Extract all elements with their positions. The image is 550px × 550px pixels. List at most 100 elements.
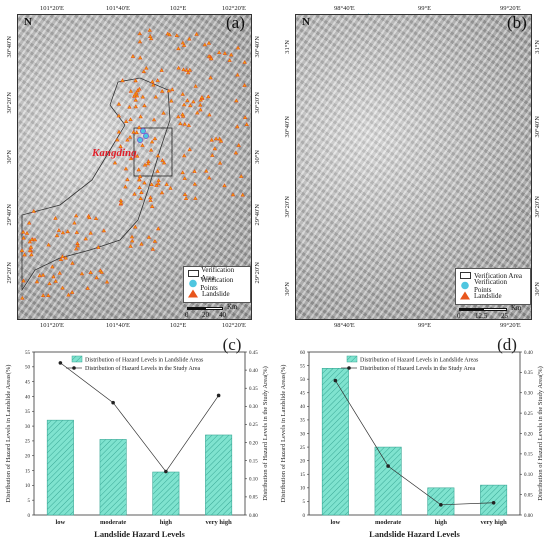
y-left-tick-label: 10 xyxy=(300,487,306,492)
y-left-tick-label: 50 xyxy=(300,378,306,383)
y-left-tick-label: 5 xyxy=(28,499,31,504)
plot-frame xyxy=(33,351,246,516)
left-tick-a-3: 29°40'N xyxy=(6,204,13,226)
y-left-axis-label: Distribution of Hazard Levels in Landsli… xyxy=(280,365,287,503)
legend-item-landslide-b: Landslide xyxy=(474,292,502,300)
right-tick-b-1: 30°40'N xyxy=(534,116,541,138)
bar-high xyxy=(152,471,180,516)
study-area-point xyxy=(333,378,338,383)
right-tick-a-3: 29°40'N xyxy=(254,204,261,226)
scale-unit-a: Km xyxy=(227,303,238,311)
scale-bar-a-graphic-white xyxy=(205,307,223,310)
legend-item-verification-points: Verification Points xyxy=(200,276,234,292)
scale-bar-b: Km 0 12.5 25 xyxy=(455,304,531,320)
scale-label-b-0: 0 xyxy=(457,312,461,320)
x-tick-label: high xyxy=(160,519,173,526)
y-right-tick-label: 0.15 xyxy=(524,453,533,458)
y-right-tick-label: 0.10 xyxy=(524,473,533,478)
bar-moderate xyxy=(374,446,402,516)
y-left-tick-label: 0 xyxy=(303,514,306,519)
north-arrow-a: N xyxy=(24,16,32,28)
y-left-tick-label: 35 xyxy=(300,419,306,424)
right-tick-a-4: 29°20'N xyxy=(254,262,261,284)
town-label-kangding: Kangding xyxy=(92,147,137,159)
bar-very-high xyxy=(480,484,508,516)
landslide-swatch xyxy=(188,289,202,300)
y-left-axis-label: Distribution of Hazard Levels in Landsli… xyxy=(5,365,12,503)
study-area-point xyxy=(164,469,168,474)
landslide-swatch-b xyxy=(460,291,474,302)
y-right-tick-label: 0.40 xyxy=(249,369,258,374)
y-left-tick-label: 45 xyxy=(300,392,306,397)
panel-label-b: (b) xyxy=(507,13,527,32)
y-right-tick-label: 0.30 xyxy=(524,392,533,397)
scale-label-a-1: 20 xyxy=(202,311,209,319)
chart-d: 0 5 10 15 20 25 30 35 40 45 50 55 60 0.00 0.05 0.10 0.15… xyxy=(280,335,544,539)
top-tick-b-0: 98°40'E xyxy=(334,5,355,12)
scale-label-a-0: 0 xyxy=(185,311,189,319)
y-right-tick-label: 0.40 xyxy=(524,351,533,356)
left-tick-b-2: 30°20'N xyxy=(284,196,291,218)
top-tick-a-0: 101°20'E xyxy=(40,5,64,12)
left-tick-a-1: 30°20'N xyxy=(6,92,13,114)
top-tick-a-1: 101°40'E xyxy=(106,5,130,12)
y-left-tick-label: 45 xyxy=(25,380,31,385)
bottom-tick-a-1: 101°40'E xyxy=(106,322,130,329)
top-tick-b-1: 99°E xyxy=(418,5,432,12)
study-area-point xyxy=(439,503,443,507)
y-left-tick-label: 20 xyxy=(300,459,306,464)
legend-line-label: Distribution of Hazard Levels in the Stu… xyxy=(85,365,200,372)
y-right-tick-label: 0.00 xyxy=(524,514,533,519)
scale-label-b-2: 25 xyxy=(501,312,508,320)
y-left-tick-label: 55 xyxy=(300,364,306,369)
top-tick-a-2: 102°E xyxy=(170,5,187,12)
scale-unit-b: Km xyxy=(511,304,522,312)
x-tick-label: very high xyxy=(206,519,233,526)
left-tick-a-4: 29°20'N xyxy=(6,262,13,284)
y-left-tick-label: 0 xyxy=(28,514,31,519)
verification-point-swatch-b xyxy=(460,281,474,292)
panel-label: (c) xyxy=(223,335,242,354)
y-left-tick-label: 20 xyxy=(25,455,31,460)
y-right-tick-label: 0.05 xyxy=(524,493,533,498)
y-right-tick-label: 0.05 xyxy=(249,496,258,501)
y-right-tick-label: 0.45 xyxy=(249,351,258,356)
left-tick-a-0: 30°40'N xyxy=(6,36,13,58)
study-area-point xyxy=(216,393,221,398)
y-right-tick-label: 0.25 xyxy=(524,412,533,417)
legend-b: Verification Area Verification Points La… xyxy=(455,268,531,305)
bottom-tick-b-2: 99°20'E xyxy=(500,322,521,329)
legend-bar-label: Distribution of Hazard Levels in Landsli… xyxy=(85,357,204,364)
x-axis-label: Landslide Hazard Levels xyxy=(94,529,185,539)
study-area-line xyxy=(335,380,494,506)
bottom-tick-a-2: 102°E xyxy=(170,322,187,329)
legend-bar-swatch xyxy=(346,355,358,363)
left-tick-a-2: 30°N xyxy=(6,150,13,164)
x-tick-label: moderate xyxy=(375,519,401,526)
legend-a: Verification Area Verification Points La… xyxy=(183,266,251,303)
right-tick-b-0: 31°N xyxy=(534,40,541,54)
study-area-point xyxy=(491,500,496,505)
y-left-tick-label: 30 xyxy=(25,425,31,430)
verification-area-swatch-b xyxy=(460,271,474,281)
bottom-tick-b-0: 98°40'E xyxy=(334,322,355,329)
legend-bar-swatch xyxy=(71,355,83,363)
bottom-tick-a-3: 102°20'E xyxy=(222,322,246,329)
panel-label-a: (a) xyxy=(226,13,245,32)
y-left-tick-label: 60 xyxy=(300,351,306,356)
left-tick-b-1: 30°40'N xyxy=(284,116,291,138)
study-area-point xyxy=(58,361,63,365)
y-left-tick-label: 40 xyxy=(300,405,306,410)
x-tick-label: low xyxy=(331,519,341,526)
scale-label-a-2: 40 xyxy=(219,311,226,319)
y-right-tick-label: 0.15 xyxy=(249,459,258,464)
bar-high xyxy=(427,487,455,516)
legend-item-landslide: Landslide xyxy=(202,290,230,298)
y-right-tick-label: 0.35 xyxy=(524,371,533,376)
x-tick-label: high xyxy=(435,519,448,526)
scale-label-b-1: 12.5 xyxy=(475,312,488,320)
right-tick-a-1: 30°20'N xyxy=(254,92,261,114)
verification-point-swatch xyxy=(188,279,200,290)
bar-low xyxy=(321,367,349,516)
y-right-tick-label: 0.35 xyxy=(249,387,258,392)
